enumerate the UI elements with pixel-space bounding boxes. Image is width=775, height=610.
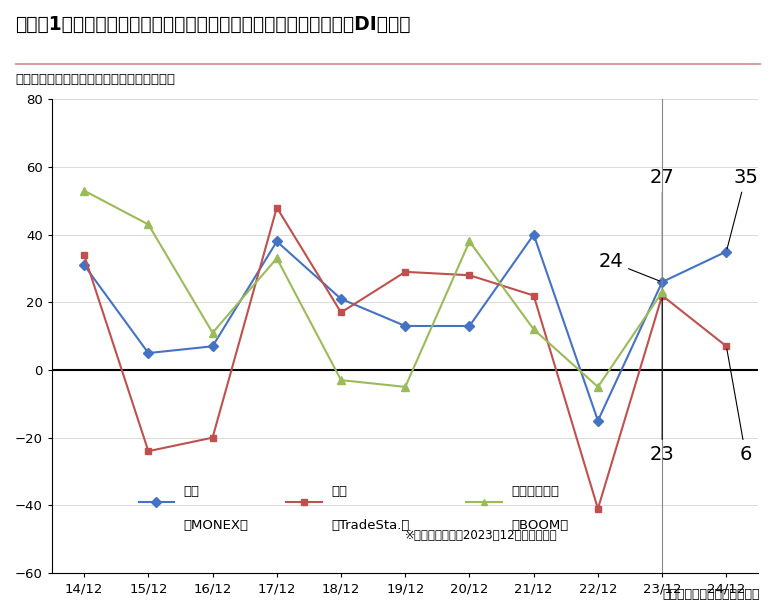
Text: 中国（香港）: 中国（香港） xyxy=(512,486,560,498)
Text: （日本、米国、中国（香港）の個人投資家）: （日本、米国、中国（香港）の個人投資家） xyxy=(16,73,175,86)
Text: 6: 6 xyxy=(727,349,752,464)
Text: 35: 35 xyxy=(727,168,758,249)
Text: （MONEX）: （MONEX） xyxy=(184,519,249,532)
Text: 日本: 日本 xyxy=(184,486,200,498)
Text: （BOOM）: （BOOM） xyxy=(512,519,569,532)
Text: 24: 24 xyxy=(598,252,660,281)
Text: 27: 27 xyxy=(649,168,674,289)
Text: ※中国（香港）は2023年12月で調査終了: ※中国（香港）は2023年12月で調査終了 xyxy=(405,529,558,542)
Text: 23: 23 xyxy=(649,298,674,464)
Text: （TradeSta.）: （TradeSta.） xyxy=(332,519,410,532)
Text: グラフ1：個人投資家の世界の株式市場に対する見通し（三地域のDI推移）: グラフ1：個人投資家の世界の株式市場に対する見通し（三地域のDI推移） xyxy=(16,15,411,34)
Text: （出所）マネックス証券作成: （出所）マネックス証券作成 xyxy=(662,588,760,601)
Text: 米国: 米国 xyxy=(332,486,347,498)
